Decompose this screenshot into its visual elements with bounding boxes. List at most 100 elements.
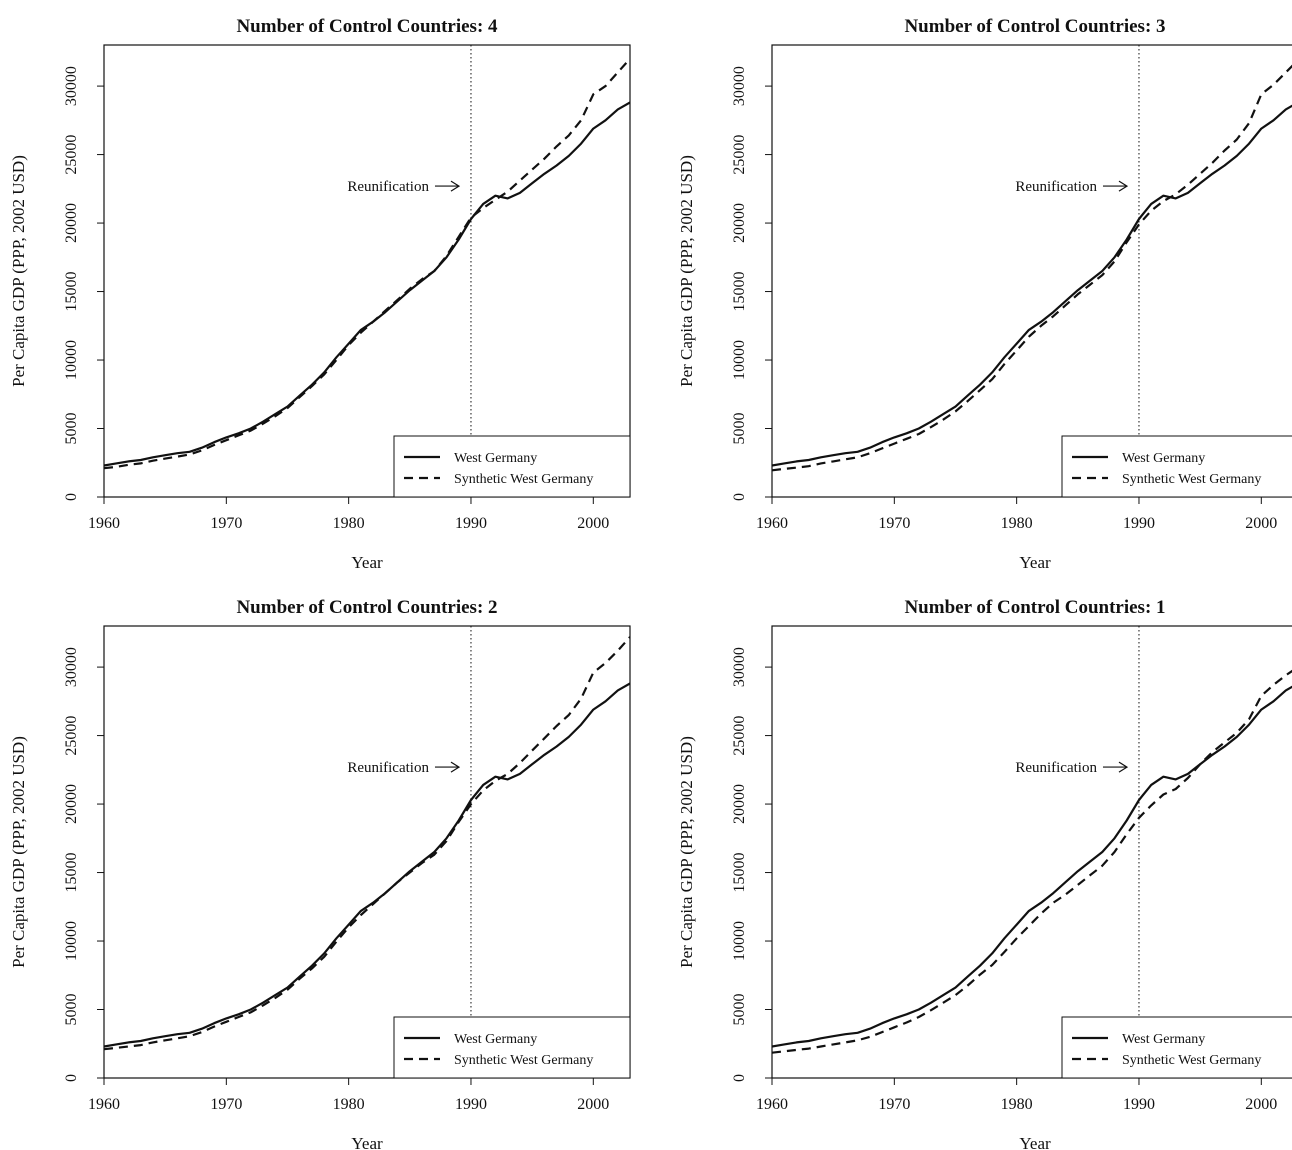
series-line-west-germany — [772, 685, 1292, 1048]
data-point-synthetic — [556, 725, 558, 727]
data-point-west-germany — [494, 776, 496, 778]
data-point-synthetic — [127, 464, 129, 466]
data-point-synthetic — [991, 964, 993, 966]
data-point-west-germany — [820, 1037, 822, 1039]
annotation-arrow-head — [450, 180, 461, 192]
x-tick-label: 1990 — [455, 515, 487, 532]
x-tick-label: 1990 — [1123, 515, 1155, 532]
chart-panel-2: Number of Control Countries: 3 1960 1970 19… — [677, 16, 1292, 572]
data-point-west-germany — [213, 1022, 215, 1024]
data-point-synthetic — [348, 926, 350, 928]
data-point-synthetic — [1003, 363, 1005, 365]
data-point-west-germany — [1224, 164, 1226, 166]
legend-entry: West Germany — [454, 1032, 537, 1047]
data-point-west-germany — [604, 700, 606, 702]
data-point-synthetic — [1285, 71, 1287, 73]
data-point-synthetic — [906, 1021, 908, 1023]
annotation-arrow-head — [1118, 761, 1129, 773]
data-point-synthetic — [568, 714, 570, 716]
data-point-west-germany — [543, 173, 545, 175]
data-point-synthetic — [140, 1044, 142, 1046]
data-point-west-germany — [906, 432, 908, 434]
data-point-synthetic — [323, 956, 325, 958]
x-tick-label: 1960 — [88, 515, 120, 532]
data-point-west-germany — [115, 462, 117, 464]
data-point-synthetic — [482, 789, 484, 791]
x-tick-label: 1970 — [878, 1096, 910, 1113]
legend-entry: Synthetic West Germany — [1122, 472, 1261, 487]
data-point-synthetic — [1187, 777, 1189, 779]
data-point-west-germany — [507, 197, 509, 199]
data-point-west-germany — [832, 454, 834, 456]
legend-box — [393, 1016, 631, 1079]
data-point-west-germany — [360, 910, 362, 912]
x-tick-label: 1970 — [210, 1096, 242, 1113]
data-point-west-germany — [1016, 343, 1018, 345]
x-tick-label: 2000 — [1245, 1096, 1277, 1113]
data-point-west-germany — [152, 1037, 154, 1039]
data-point-synthetic — [979, 389, 981, 391]
data-point-synthetic — [543, 158, 545, 160]
data-point-west-germany — [115, 1043, 117, 1045]
data-point-west-germany — [979, 384, 981, 386]
data-point-west-germany — [482, 203, 484, 205]
data-point-synthetic — [201, 1031, 203, 1033]
y-axis-label: Per Capita GDP (PPP, 2002 USD) — [677, 736, 696, 968]
data-point-west-germany — [1236, 736, 1238, 738]
data-point-west-germany — [494, 195, 496, 197]
data-point-west-germany — [844, 452, 846, 454]
series-line-synthetic-west-germany — [772, 64, 1292, 472]
data-point-west-germany — [1089, 280, 1091, 282]
data-point-synthetic — [1150, 804, 1152, 806]
legend: West Germany Synthetic West Germany — [393, 435, 631, 498]
data-point-west-germany — [213, 441, 215, 443]
legend: West Germany Synthetic West Germany — [1061, 1016, 1292, 1079]
data-point-west-germany — [1199, 182, 1201, 184]
data-point-synthetic — [262, 1004, 264, 1006]
data-point-synthetic — [127, 1045, 129, 1047]
data-point-synthetic — [881, 447, 883, 449]
data-point-synthetic — [844, 458, 846, 460]
data-point-synthetic — [1175, 788, 1177, 790]
x-axis-label: Year — [1019, 553, 1051, 572]
data-point-synthetic — [458, 821, 460, 823]
data-point-west-germany — [140, 459, 142, 461]
data-point-west-germany — [942, 413, 944, 415]
y-tick-label: 20000 — [731, 203, 748, 243]
legend-entry: West Germany — [1122, 1032, 1205, 1047]
data-point-synthetic — [433, 854, 435, 856]
data-point-west-germany — [127, 1041, 129, 1043]
legend-box — [1061, 435, 1292, 498]
data-point-synthetic — [991, 378, 993, 380]
plot-frame — [771, 44, 1292, 498]
data-point-west-germany — [201, 1028, 203, 1030]
data-point-synthetic — [543, 737, 545, 739]
data-point-synthetic — [1016, 349, 1018, 351]
data-point-synthetic — [201, 449, 203, 451]
data-point-synthetic — [262, 423, 264, 425]
data-point-west-germany — [225, 1017, 227, 1019]
y-tick-label: 15000 — [63, 272, 80, 312]
data-point-synthetic — [820, 462, 822, 464]
data-point-west-germany — [832, 1035, 834, 1037]
data-point-west-germany — [1052, 311, 1054, 313]
data-point-west-germany — [250, 1008, 252, 1010]
annotation-arrow-head — [1118, 180, 1129, 192]
data-point-synthetic — [1175, 193, 1177, 195]
data-point-synthetic — [225, 439, 227, 441]
data-point-synthetic — [397, 299, 399, 301]
data-point-synthetic — [384, 892, 386, 894]
annotation-arrow-head — [450, 761, 461, 773]
data-point-synthetic — [335, 359, 337, 361]
data-point-west-germany — [783, 462, 785, 464]
data-point-west-germany — [783, 1043, 785, 1045]
y-tick-label: 5000 — [731, 413, 748, 445]
x-tick-label: 1960 — [756, 515, 788, 532]
data-point-synthetic — [445, 840, 447, 842]
data-point-synthetic — [832, 460, 834, 462]
data-point-west-germany — [979, 965, 981, 967]
data-point-west-germany — [556, 164, 558, 166]
data-point-west-germany — [918, 427, 920, 429]
y-tick-label: 20000 — [63, 203, 80, 243]
